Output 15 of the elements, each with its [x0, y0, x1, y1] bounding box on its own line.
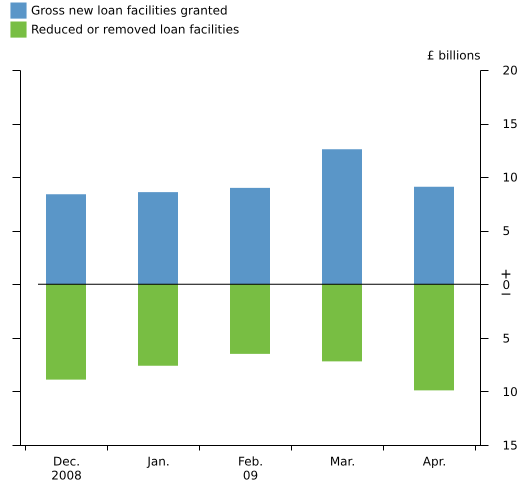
x-tick-label: Jan. [146, 454, 170, 468]
y-tick-label: 10 [502, 384, 518, 399]
y-tick-label: 5 [502, 224, 510, 238]
y-axis-title: £ billions [426, 48, 480, 62]
y-tick-label: 15 [502, 117, 518, 132]
x-tick-label: Apr. [422, 454, 446, 468]
y-tick-label: 15 [502, 438, 518, 452]
y-tick-label: 5 [502, 331, 510, 346]
x-tick-label: Mar. [330, 454, 356, 468]
y-tick-label: 20 [502, 64, 518, 78]
legend-label: Reduced or removed loan facilities [31, 22, 240, 36]
x-tick-label: Feb. 09 [238, 454, 264, 482]
y-tick-label: 10 [502, 170, 518, 185]
legend-label: Gross new loan facilities granted [31, 4, 228, 18]
x-tick-label: Dec. 2008 [51, 454, 82, 482]
